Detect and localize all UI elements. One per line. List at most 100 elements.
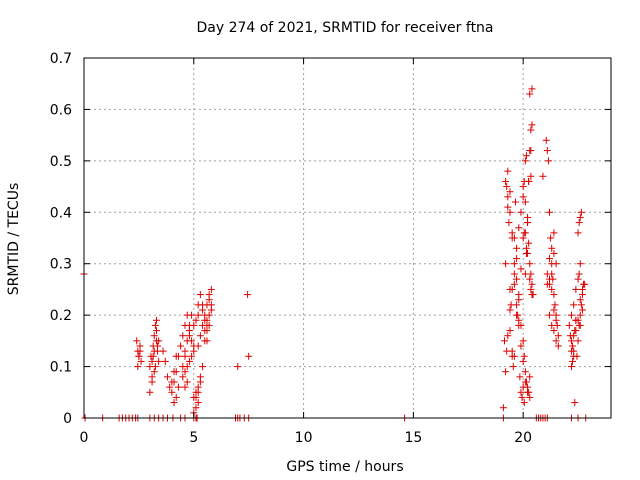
data-point xyxy=(183,363,191,371)
data-point xyxy=(192,316,200,324)
data-point xyxy=(510,280,518,288)
data-point xyxy=(520,352,528,360)
data-point xyxy=(567,347,575,355)
data-point xyxy=(190,342,198,350)
data-point xyxy=(572,327,580,335)
data-point xyxy=(508,285,516,293)
data-point xyxy=(576,260,584,268)
data-point xyxy=(513,311,521,319)
data-point xyxy=(576,311,584,319)
data-point xyxy=(502,368,510,376)
data-point xyxy=(152,316,160,324)
data-point xyxy=(570,352,578,360)
data-point xyxy=(503,183,511,191)
data-point xyxy=(185,357,193,365)
data-point xyxy=(572,285,580,293)
data-point xyxy=(527,285,535,293)
data-point xyxy=(161,357,169,365)
data-point xyxy=(517,321,525,329)
data-point xyxy=(526,260,534,268)
data-point xyxy=(513,301,521,309)
data-point xyxy=(207,285,215,293)
data-point xyxy=(572,316,580,324)
data-point xyxy=(528,280,536,288)
y-tick-label: 0.7 xyxy=(50,51,72,67)
data-point xyxy=(547,234,555,242)
data-point xyxy=(577,208,585,216)
data-point xyxy=(506,208,514,216)
data-point xyxy=(569,357,577,365)
data-point xyxy=(521,157,529,165)
y-tick-label: 0 xyxy=(63,411,72,427)
data-point xyxy=(177,342,185,350)
data-point xyxy=(546,311,554,319)
data-point xyxy=(203,316,211,324)
y-tick-label: 0.1 xyxy=(50,360,72,376)
data-point xyxy=(201,311,209,319)
data-point xyxy=(574,229,582,237)
chart-title: Day 274 of 2021, SRMTID for receiver ftn… xyxy=(196,20,493,36)
data-point xyxy=(163,373,171,381)
data-point xyxy=(578,285,586,293)
data-point xyxy=(502,260,510,268)
data-point xyxy=(510,260,518,268)
axis-ticks: 0 5 10 15 20 0 0.1 0.2 0.3 0.4 0.5 0.6 0.7 xyxy=(50,51,611,446)
data-point xyxy=(548,244,556,252)
data-point xyxy=(526,90,534,98)
data-point xyxy=(576,296,584,304)
data-point xyxy=(528,85,536,93)
data-point xyxy=(510,270,518,278)
data-point xyxy=(521,198,529,206)
data-point xyxy=(552,337,560,345)
data-point xyxy=(136,347,144,355)
data-point xyxy=(203,337,211,345)
data-point xyxy=(179,332,187,340)
data-point xyxy=(516,373,524,381)
data-point xyxy=(504,193,512,201)
data-point xyxy=(154,342,162,350)
data-point xyxy=(166,383,174,391)
data-point xyxy=(524,383,532,391)
data-point xyxy=(548,270,556,278)
data-point xyxy=(201,327,209,335)
data-point xyxy=(196,291,204,299)
data-point xyxy=(526,275,534,283)
data-point xyxy=(501,337,509,345)
data-point xyxy=(499,404,507,412)
data-point xyxy=(188,352,196,360)
data-point xyxy=(550,327,558,335)
y-axis-label: SRMTID / TECUs xyxy=(6,183,22,296)
data-point xyxy=(527,126,535,134)
data-point xyxy=(508,347,516,355)
x-tick-label: 15 xyxy=(404,430,422,446)
data-point xyxy=(575,270,583,278)
data-point xyxy=(133,337,141,345)
data-point xyxy=(151,321,159,329)
data-point xyxy=(581,280,589,288)
data-point xyxy=(517,265,525,273)
data-point xyxy=(575,219,583,227)
data-point xyxy=(185,332,193,340)
data-point xyxy=(181,368,189,376)
data-point xyxy=(578,306,586,314)
data-point xyxy=(155,337,163,345)
data-point xyxy=(515,316,523,324)
data-point xyxy=(546,275,554,283)
data-point xyxy=(574,337,582,345)
data-point xyxy=(518,393,526,401)
data-point xyxy=(529,291,537,299)
data-point xyxy=(511,198,519,206)
data-point xyxy=(504,332,512,340)
data-point xyxy=(205,291,213,299)
data-point xyxy=(194,311,202,319)
data-point xyxy=(546,208,554,216)
data-point xyxy=(519,193,527,201)
data-point xyxy=(135,352,143,360)
data-point xyxy=(245,352,253,360)
data-point xyxy=(150,347,158,355)
data-point xyxy=(548,321,556,329)
y-tick-label: 0.5 xyxy=(50,154,72,170)
data-point xyxy=(520,399,528,407)
data-point xyxy=(570,332,578,340)
